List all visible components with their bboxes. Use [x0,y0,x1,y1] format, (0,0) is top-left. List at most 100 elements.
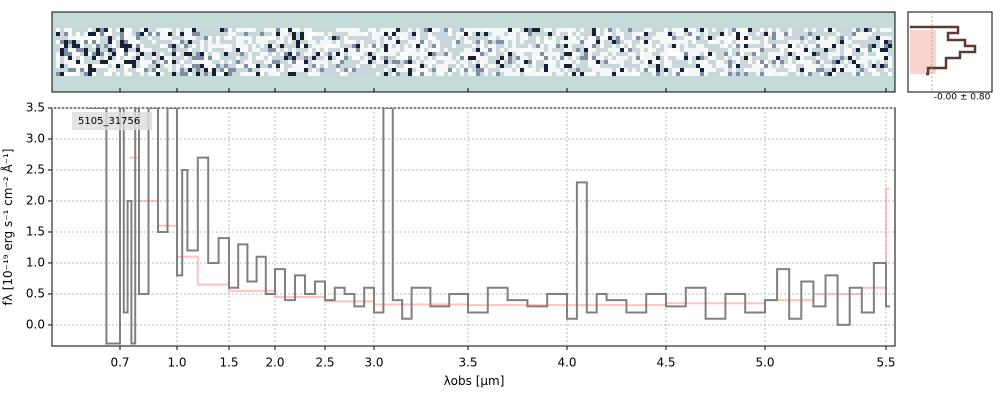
pixel [768,32,772,36]
pixel [356,52,360,56]
pixel [556,40,560,44]
pixel [464,36,468,40]
pixel [808,40,812,44]
pixel [400,44,404,48]
pixel [184,48,188,52]
pixel [548,44,552,48]
pixel [560,52,564,56]
pixel [612,32,616,36]
pixel [640,72,644,76]
pixel [700,36,704,40]
pixel [816,32,820,36]
pixel [556,72,560,76]
pixel [160,28,164,32]
pixel [508,48,512,52]
pixel [272,44,276,48]
pixel [356,32,360,36]
pixel [240,56,244,60]
pixel [752,36,756,40]
pixel [308,72,312,76]
pixel [736,68,740,72]
pixel [408,40,412,44]
pixel [348,48,352,52]
pixel [876,48,880,52]
pixel [716,48,720,52]
pixel [524,36,528,40]
pixel [820,68,824,72]
pixel [196,64,200,68]
pixel [696,52,700,56]
pixel [84,36,88,40]
pixel [648,56,652,60]
pixel [416,48,420,52]
pixel [548,36,552,40]
pixel [424,68,428,72]
pixel [192,52,196,56]
pixel [544,52,548,56]
pixel [100,44,104,48]
pixel [540,36,544,40]
pixel [468,60,472,64]
pixel [264,36,268,40]
pixel [476,68,480,72]
pixel [100,28,104,32]
pixel [884,40,888,44]
pixel [488,68,492,72]
pixel [648,60,652,64]
pixel [220,72,224,76]
pixel [280,48,284,52]
pixel [688,56,692,60]
pixel [432,72,436,76]
pixel [536,68,540,72]
pixel [556,56,560,60]
pixel [740,60,744,64]
pixel [152,48,156,52]
pixel [344,64,348,68]
pixel [216,64,220,68]
pixel [724,32,728,36]
y-tick-label: 3.5 [26,101,45,115]
pixel [832,52,836,56]
pixel [268,60,272,64]
pixel [612,36,616,40]
pixel [604,28,608,32]
pixel [184,28,188,32]
pixel [64,56,68,60]
pixel [672,44,676,48]
pixel [564,48,568,52]
pixel [464,48,468,52]
pixel [100,60,104,64]
pixel [88,68,92,72]
pixel [372,56,376,60]
pixel [164,68,168,72]
pixel [652,72,656,76]
pixel [440,28,444,32]
pixel [516,64,520,68]
pixel [864,48,868,52]
pixel [428,52,432,56]
pixel [380,28,384,32]
pixel [420,40,424,44]
pixel [320,64,324,68]
pixel [816,28,820,32]
pixel [452,36,456,40]
pixel [444,60,448,64]
pixel [664,68,668,72]
pixel [816,60,820,64]
pixel [128,60,132,64]
pixel [780,60,784,64]
pixel [348,56,352,60]
pixel [132,28,136,32]
pixel [168,28,172,32]
pixel [784,52,788,56]
pixel [424,72,428,76]
pixel [572,56,576,60]
pixel [360,60,364,64]
pixel [176,48,180,52]
pixel [848,52,852,56]
pixel [728,60,732,64]
pixel [372,68,376,72]
pixel [668,72,672,76]
pixel [412,28,416,32]
pixel [868,60,872,64]
